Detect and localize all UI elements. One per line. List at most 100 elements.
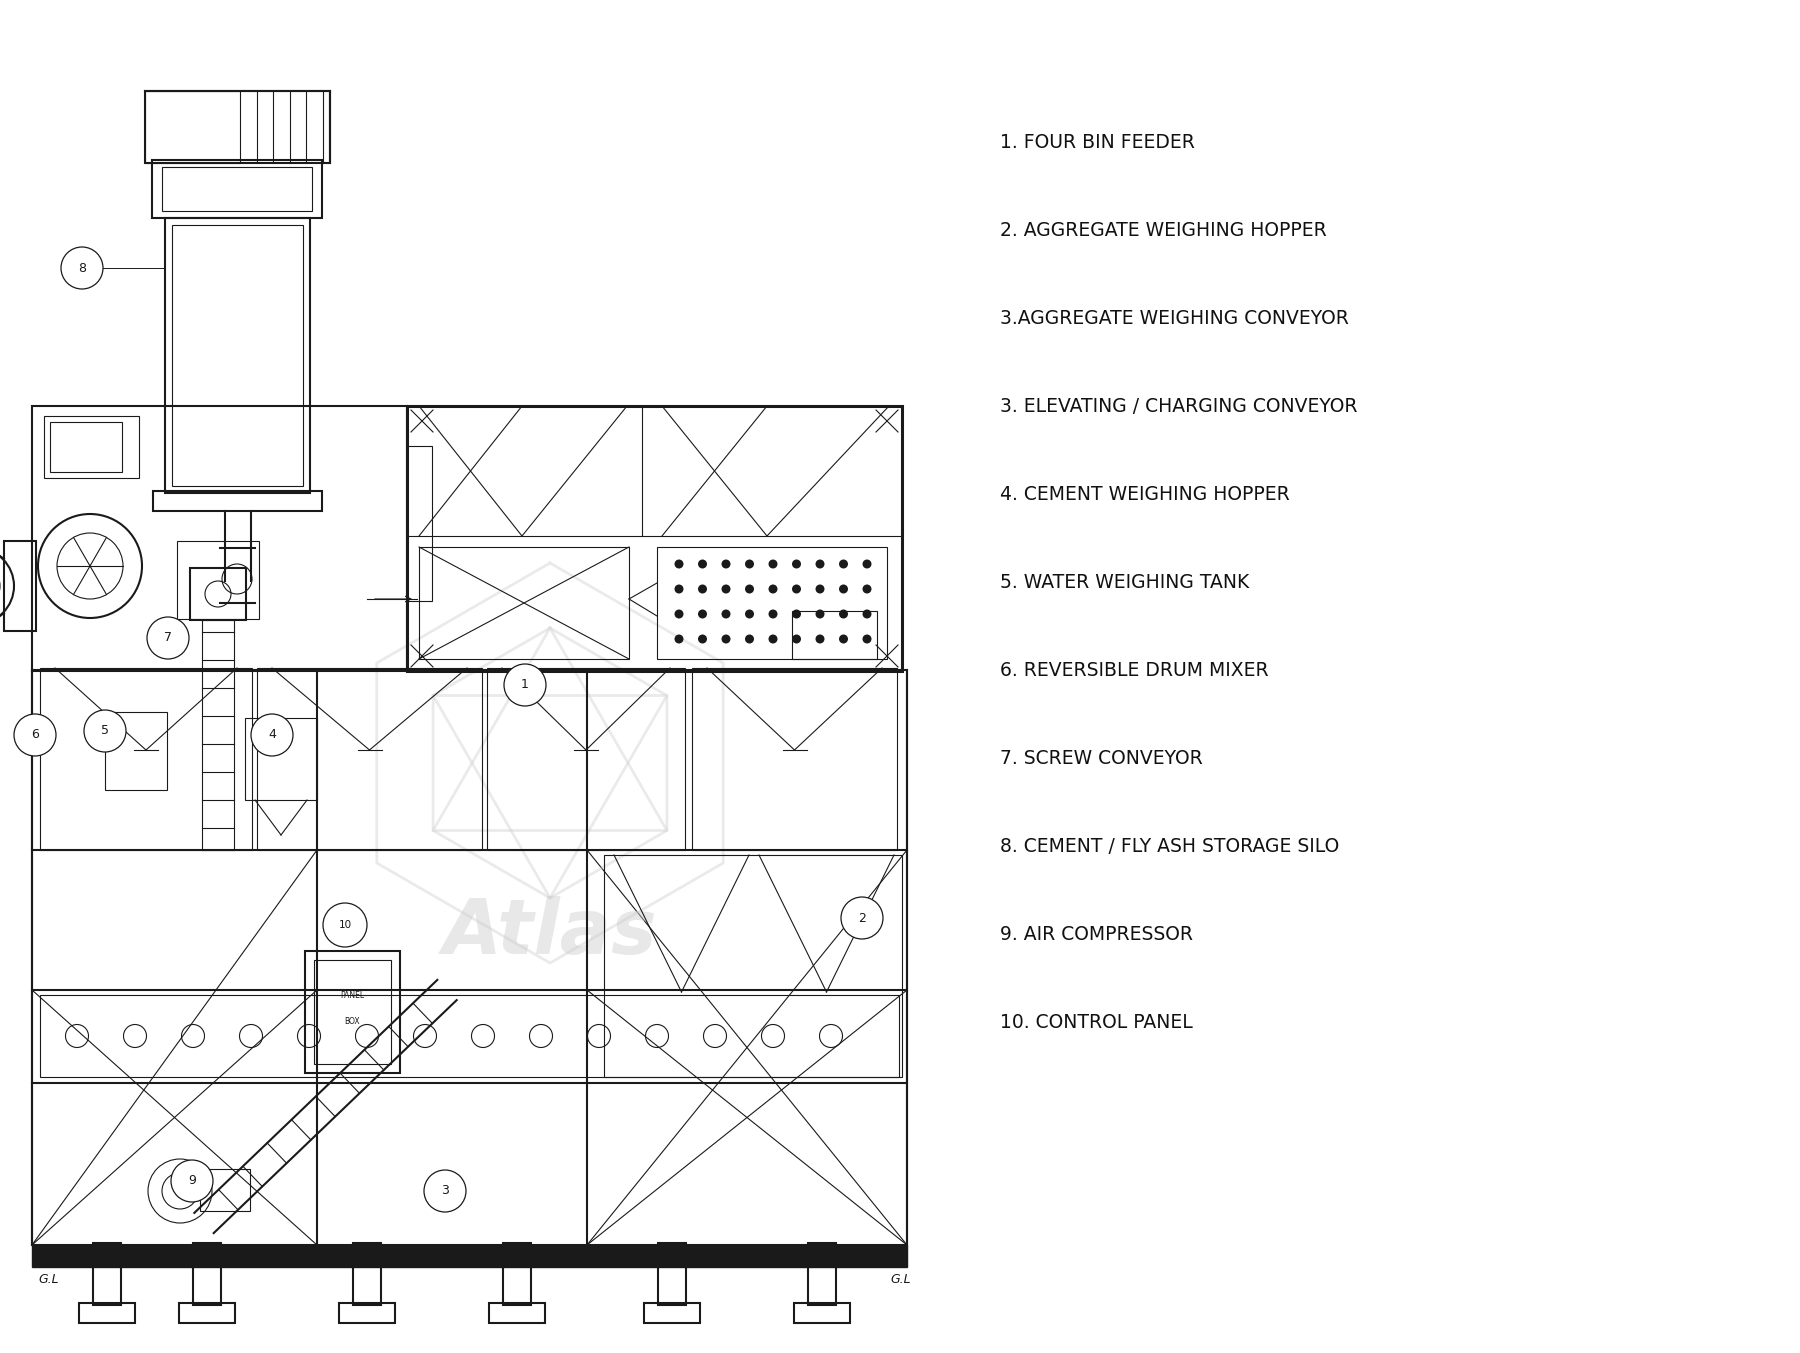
Bar	[153, 491, 322, 511]
Text: 3.AGGREGATE WEIGHING CONVEYOR: 3.AGGREGATE WEIGHING CONVEYOR	[1001, 310, 1348, 329]
Bar	[146, 91, 239, 162]
Text: G.L: G.L	[889, 1273, 911, 1285]
Text: 7: 7	[164, 632, 173, 644]
Circle shape	[722, 609, 731, 618]
Text: 3. ELEVATING / CHARGING CONVEYOR: 3. ELEVATING / CHARGING CONVEYOR	[1001, 398, 1357, 417]
Text: 6. REVERSIBLE DRUM MIXER: 6. REVERSIBLE DRUM MIXER	[1001, 662, 1269, 681]
Circle shape	[745, 584, 754, 594]
Text: 8. CEMENT / FLY ASH STORAGE SILO: 8. CEMENT / FLY ASH STORAGE SILO	[1001, 838, 1339, 856]
Circle shape	[745, 560, 754, 568]
Bar	[353, 1243, 382, 1306]
Bar	[176, 541, 259, 620]
Text: 4: 4	[268, 728, 275, 741]
Bar	[245, 718, 317, 800]
Text: PANEL: PANEL	[340, 990, 365, 1000]
Circle shape	[675, 584, 684, 594]
Circle shape	[839, 584, 848, 594]
Bar	[407, 406, 902, 671]
Text: 5: 5	[101, 724, 110, 737]
Text: 3: 3	[441, 1184, 448, 1197]
Bar	[4, 541, 36, 630]
Circle shape	[425, 1170, 466, 1212]
Circle shape	[675, 560, 684, 568]
Text: 6: 6	[31, 728, 40, 741]
Circle shape	[815, 560, 824, 568]
Bar	[419, 547, 628, 659]
Bar	[178, 1303, 236, 1323]
Text: BOX: BOX	[344, 1016, 360, 1026]
Text: 8: 8	[77, 261, 86, 275]
Circle shape	[862, 609, 871, 618]
Bar	[200, 1169, 250, 1211]
Circle shape	[698, 609, 707, 618]
Circle shape	[792, 584, 801, 594]
Circle shape	[722, 635, 731, 644]
Circle shape	[148, 617, 189, 659]
Text: 7. SCREW CONVEYOR: 7. SCREW CONVEYOR	[1001, 750, 1202, 769]
Circle shape	[792, 560, 801, 568]
Bar	[644, 1303, 700, 1323]
Bar	[659, 1243, 686, 1306]
Bar	[104, 712, 167, 790]
Circle shape	[862, 635, 871, 644]
Text: 9. AIR COMPRESSOR: 9. AIR COMPRESSOR	[1001, 925, 1193, 944]
Bar	[794, 1303, 850, 1323]
Polygon shape	[32, 1245, 907, 1266]
Circle shape	[862, 560, 871, 568]
Circle shape	[815, 609, 824, 618]
Bar	[79, 1303, 135, 1323]
Circle shape	[839, 609, 848, 618]
Bar	[488, 668, 686, 850]
Circle shape	[698, 635, 707, 644]
Circle shape	[815, 635, 824, 644]
Circle shape	[171, 1160, 212, 1201]
Bar	[32, 406, 407, 671]
Circle shape	[250, 714, 293, 756]
Bar	[407, 446, 432, 601]
Bar	[166, 218, 310, 492]
Circle shape	[698, 560, 707, 568]
Bar	[257, 668, 482, 850]
Circle shape	[769, 560, 778, 568]
Circle shape	[675, 635, 684, 644]
Bar	[193, 1243, 221, 1306]
Bar	[146, 91, 329, 162]
Circle shape	[722, 584, 731, 594]
Circle shape	[862, 584, 871, 594]
Circle shape	[769, 635, 778, 644]
Circle shape	[322, 902, 367, 947]
Text: 2. AGGREGATE WEIGHING HOPPER: 2. AGGREGATE WEIGHING HOPPER	[1001, 222, 1327, 241]
Text: 4. CEMENT WEIGHING HOPPER: 4. CEMENT WEIGHING HOPPER	[1001, 486, 1291, 505]
Circle shape	[839, 560, 848, 568]
Circle shape	[61, 248, 103, 290]
Text: 9: 9	[187, 1174, 196, 1188]
Bar	[173, 225, 302, 486]
Bar	[32, 670, 907, 1245]
Circle shape	[504, 664, 545, 706]
Bar	[338, 1303, 394, 1323]
Text: 5. WATER WEIGHING TANK: 5. WATER WEIGHING TANK	[1001, 574, 1249, 593]
Bar	[490, 1303, 545, 1323]
Circle shape	[769, 609, 778, 618]
Text: 2: 2	[859, 912, 866, 924]
Bar	[808, 1243, 835, 1306]
Bar	[605, 855, 902, 1077]
Circle shape	[769, 584, 778, 594]
Bar	[792, 612, 877, 659]
Circle shape	[745, 609, 754, 618]
Bar	[151, 160, 322, 218]
Text: 10: 10	[338, 920, 351, 930]
Bar	[691, 668, 896, 850]
Bar	[202, 620, 234, 850]
Text: Atlas: Atlas	[443, 896, 657, 970]
Bar	[162, 166, 311, 211]
Circle shape	[792, 609, 801, 618]
Circle shape	[745, 635, 754, 644]
Bar	[313, 961, 391, 1063]
Bar	[40, 994, 898, 1077]
Circle shape	[14, 714, 56, 756]
Text: G.L: G.L	[38, 1273, 59, 1285]
Text: 1. FOUR BIN FEEDER: 1. FOUR BIN FEEDER	[1001, 134, 1195, 153]
Bar	[191, 568, 247, 620]
Circle shape	[815, 584, 824, 594]
